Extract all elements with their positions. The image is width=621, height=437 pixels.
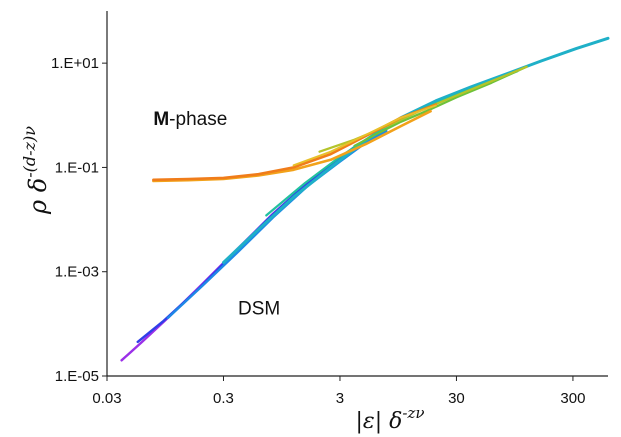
axis-titles: |ε| δ-zν ρ δ-(d-z)ν <box>20 126 424 434</box>
y-tick-label: 1.E+01 <box>51 55 99 72</box>
x-tick-label: 30 <box>448 390 465 407</box>
series-line-5 <box>265 70 519 217</box>
x-tick-label: 0.3 <box>213 390 234 407</box>
series-line-3 <box>166 129 388 320</box>
y-axis-title-base: ρ δ <box>24 178 52 215</box>
x-axis-title-base: |ε| δ <box>356 409 403 434</box>
series-layer <box>120 36 610 362</box>
dsm-label: DSM <box>238 299 280 320</box>
x-tick-label: 0.03 <box>92 390 121 407</box>
x-tick-label: 300 <box>560 390 585 407</box>
y-axis-title: ρ δ-(d-z)ν <box>20 126 52 215</box>
annotation-layer: M-phase DSM <box>153 109 280 320</box>
x-tick-label: 3 <box>336 390 344 407</box>
m-phase-label: M-phase <box>153 109 227 130</box>
dsm-label-text: DSM <box>238 299 280 320</box>
series-line-6 <box>353 65 528 147</box>
series-line-4 <box>222 36 610 264</box>
y-tick-label: 1.E-01 <box>55 159 99 176</box>
axes: 0.03 0.3 3 30 300 1.E-05 1.E-03 1.E-01 1.E+01 <box>51 11 608 407</box>
x-axis-title: |ε| δ-zν <box>356 404 425 434</box>
m-phase-label-bold: M <box>153 109 169 130</box>
x-axis-title-exponent: -zν <box>402 404 424 422</box>
y-tick-label: 1.E-03 <box>55 264 99 281</box>
series-line-10 <box>292 104 437 167</box>
y-tick-label: 1.E-05 <box>55 368 99 385</box>
m-phase-label-text: -phase <box>169 109 227 130</box>
y-axis-title-exponent: -(d-z)ν <box>20 126 39 178</box>
